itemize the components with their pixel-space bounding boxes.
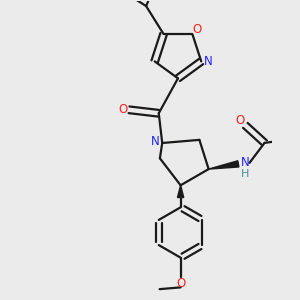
Text: N: N [151,135,160,148]
Text: N: N [241,156,250,169]
Text: O: O [176,277,185,290]
Text: N: N [204,55,213,68]
Polygon shape [208,161,239,169]
Polygon shape [177,185,184,197]
Text: O: O [236,114,245,127]
Text: O: O [192,23,201,36]
Text: H: H [241,169,250,178]
Text: O: O [118,103,128,116]
